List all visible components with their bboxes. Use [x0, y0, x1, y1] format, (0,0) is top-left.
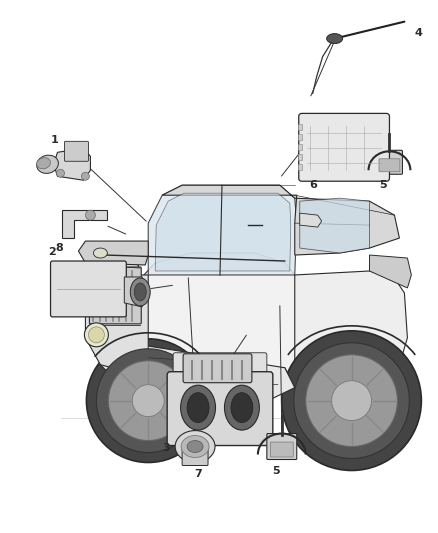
Text: 4: 4 — [414, 28, 422, 38]
Circle shape — [294, 343, 410, 458]
Polygon shape — [148, 185, 297, 275]
FancyBboxPatch shape — [64, 141, 88, 161]
Text: 5: 5 — [272, 466, 279, 477]
FancyBboxPatch shape — [267, 433, 297, 459]
Ellipse shape — [175, 431, 215, 463]
FancyBboxPatch shape — [167, 372, 273, 446]
FancyBboxPatch shape — [89, 267, 141, 324]
Circle shape — [81, 172, 89, 180]
Text: 5: 5 — [379, 180, 387, 190]
Polygon shape — [370, 255, 411, 288]
Polygon shape — [135, 253, 295, 387]
Ellipse shape — [134, 283, 146, 301]
Text: 7: 7 — [194, 470, 202, 480]
Polygon shape — [85, 275, 148, 375]
Text: 6: 6 — [310, 180, 318, 190]
Ellipse shape — [180, 385, 215, 430]
Polygon shape — [63, 210, 107, 238]
FancyBboxPatch shape — [182, 446, 208, 465]
Ellipse shape — [187, 441, 203, 453]
Ellipse shape — [327, 34, 343, 44]
Polygon shape — [88, 258, 140, 345]
Bar — [298, 134, 302, 140]
FancyBboxPatch shape — [270, 442, 293, 457]
Circle shape — [96, 349, 200, 453]
Ellipse shape — [130, 278, 150, 306]
Ellipse shape — [225, 385, 259, 430]
Ellipse shape — [181, 435, 209, 457]
Circle shape — [306, 355, 397, 447]
Circle shape — [88, 327, 104, 343]
FancyBboxPatch shape — [173, 353, 267, 386]
Ellipse shape — [37, 158, 50, 169]
Circle shape — [282, 331, 421, 471]
Circle shape — [132, 385, 164, 417]
FancyBboxPatch shape — [299, 114, 389, 181]
Text: 2: 2 — [49, 247, 57, 257]
Text: 3: 3 — [162, 442, 170, 453]
Circle shape — [57, 169, 64, 177]
Polygon shape — [155, 193, 291, 271]
Text: 1: 1 — [50, 135, 58, 146]
Polygon shape — [300, 213, 321, 227]
Polygon shape — [282, 271, 407, 387]
FancyBboxPatch shape — [379, 159, 400, 172]
Text: 8: 8 — [56, 243, 63, 253]
Bar — [298, 144, 302, 150]
Circle shape — [86, 339, 210, 463]
Polygon shape — [53, 148, 90, 180]
Bar — [298, 124, 302, 131]
Ellipse shape — [37, 155, 58, 173]
Circle shape — [85, 323, 108, 347]
Polygon shape — [78, 241, 148, 265]
FancyBboxPatch shape — [183, 354, 252, 383]
Bar — [298, 164, 302, 170]
Bar — [298, 154, 302, 160]
FancyBboxPatch shape — [377, 150, 403, 174]
FancyBboxPatch shape — [50, 261, 126, 317]
Circle shape — [332, 381, 371, 421]
Polygon shape — [124, 277, 142, 307]
Circle shape — [108, 361, 188, 441]
Polygon shape — [300, 198, 370, 253]
Polygon shape — [162, 185, 399, 255]
Ellipse shape — [93, 248, 107, 258]
Circle shape — [85, 210, 95, 220]
Polygon shape — [100, 338, 295, 405]
Ellipse shape — [231, 393, 253, 423]
Ellipse shape — [187, 393, 209, 423]
